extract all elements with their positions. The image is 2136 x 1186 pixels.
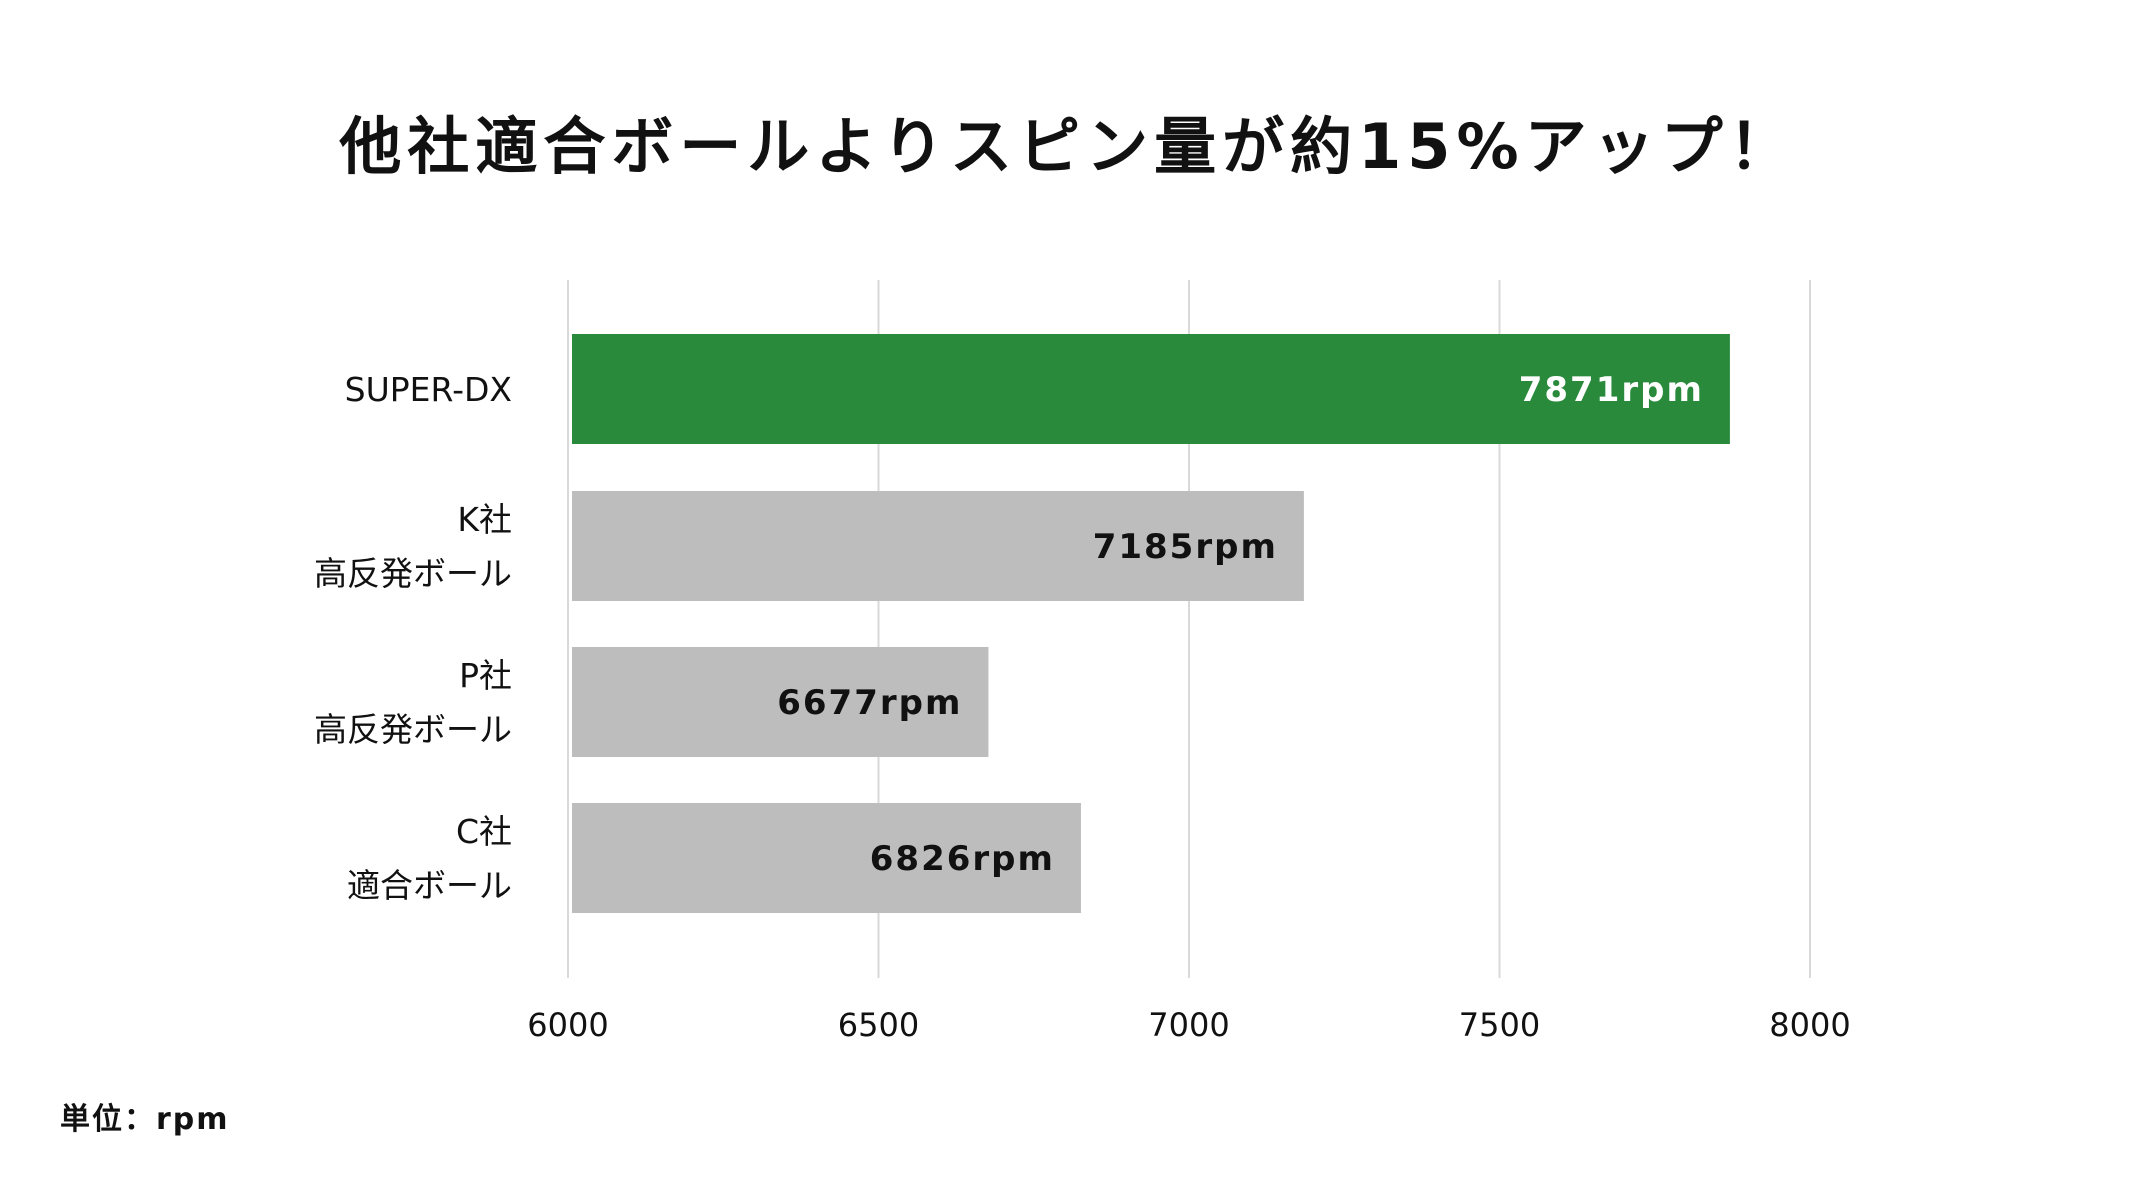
category-label: SUPER-DX <box>345 370 512 409</box>
chart-title: 他社適合ボールよりスピン量が約15%アップ！ <box>339 110 1797 183</box>
bar <box>572 334 1730 444</box>
x-tick-label: 6000 <box>527 1006 608 1044</box>
category-label: 高反発ボール <box>314 554 512 593</box>
x-tick-label: 7000 <box>1148 1006 1229 1044</box>
category-label: 適合ボール <box>347 866 512 905</box>
bar <box>572 647 989 757</box>
x-tick-label: 7500 <box>1459 1006 1540 1044</box>
bar-value-label: 7185rpm <box>1093 527 1278 567</box>
bar-value-label: 7871rpm <box>1519 370 1704 410</box>
unit-note: 単位：rpm <box>60 1102 230 1137</box>
category-label: 高反発ボール <box>314 710 512 749</box>
bar-value-label: 6677rpm <box>777 683 962 723</box>
bar-value-label: 6826rpm <box>870 839 1055 879</box>
category-label: P社 <box>459 656 512 695</box>
x-tick-label: 6500 <box>838 1006 919 1044</box>
category-label: K社 <box>457 500 512 539</box>
x-tick-label: 8000 <box>1769 1006 1850 1044</box>
category-label: C社 <box>456 812 512 851</box>
bar <box>572 803 1081 913</box>
bar <box>572 491 1304 601</box>
